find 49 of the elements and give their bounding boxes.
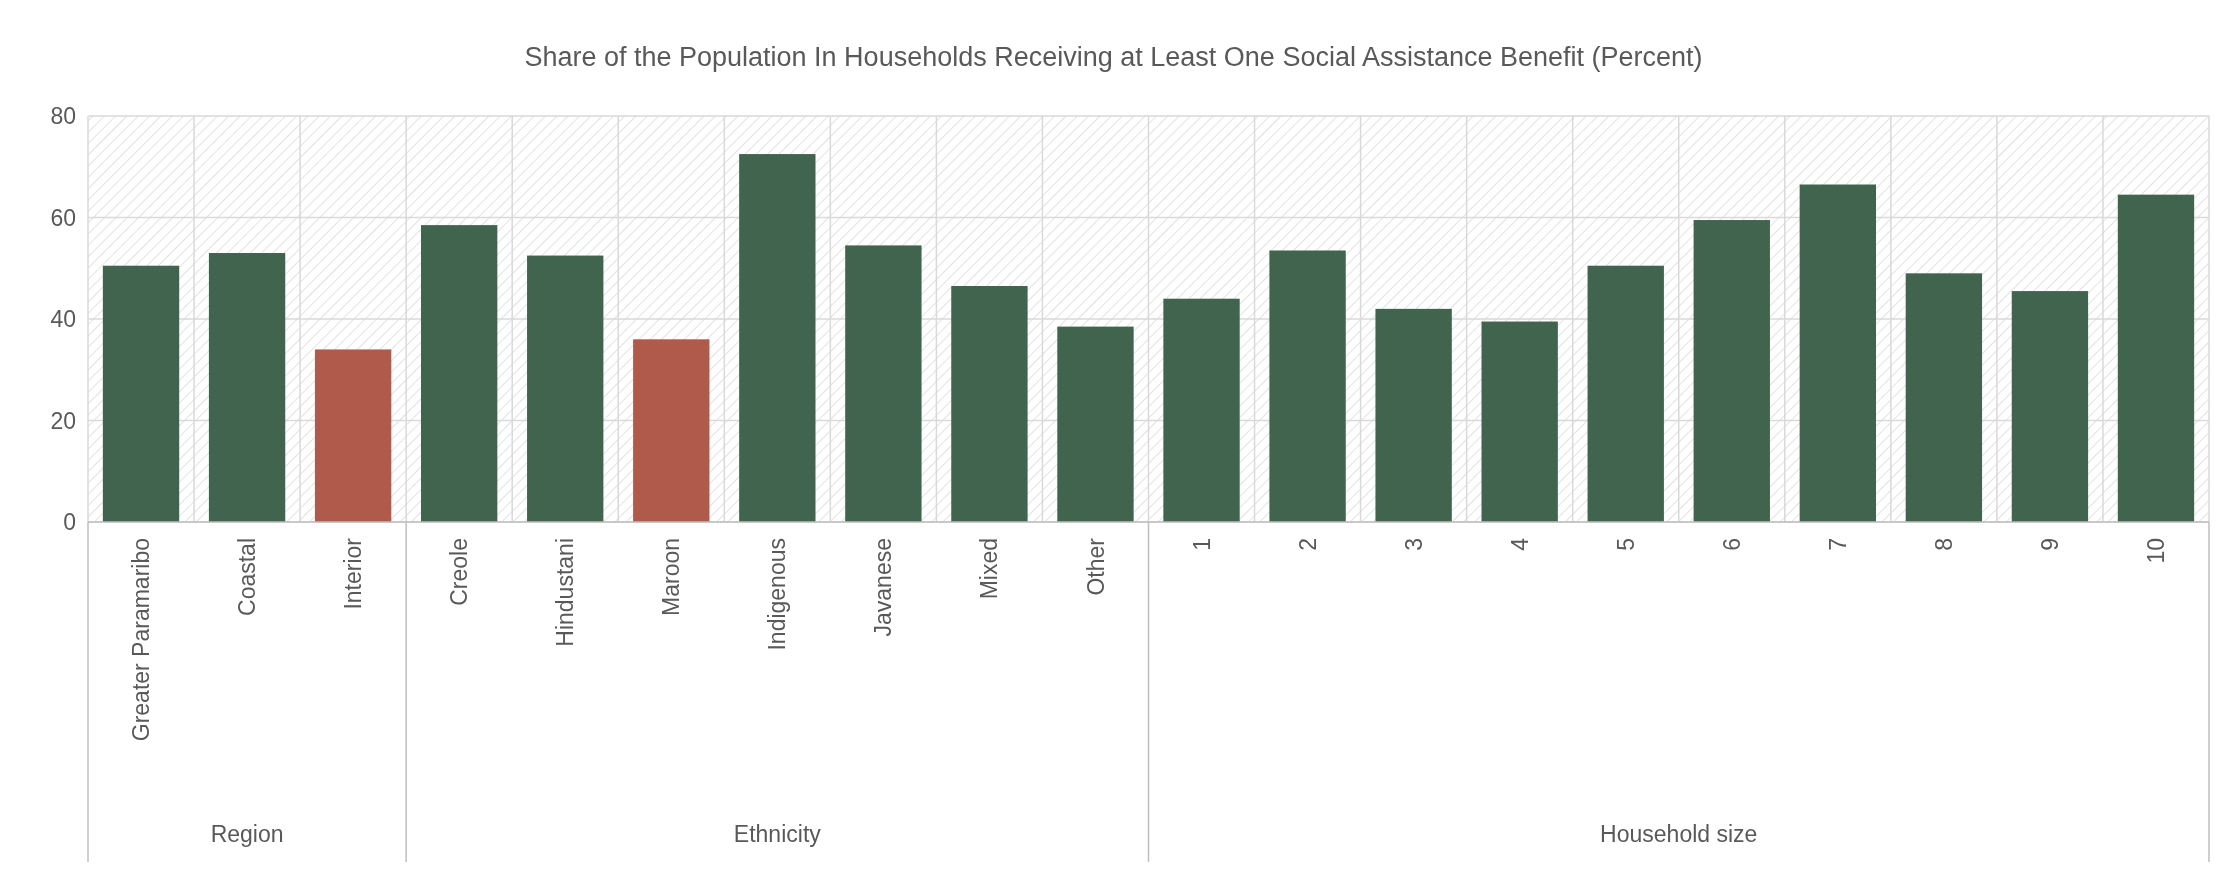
bar	[1375, 308, 1452, 522]
x-tick-label: 10	[2143, 538, 2170, 564]
x-tick-label: Mixed	[976, 538, 1003, 600]
bar	[208, 253, 286, 522]
text: Region	[210, 821, 284, 847]
bar	[527, 255, 604, 522]
x-tick-label: Other	[1082, 537, 1109, 596]
x-tick-label: 2	[1294, 538, 1321, 551]
bar	[1587, 265, 1664, 522]
bar	[1905, 273, 1983, 522]
bar	[1163, 298, 1240, 522]
bar	[739, 154, 816, 522]
x-tick-label: Javanese	[870, 538, 897, 637]
x-tick-label: 5	[1612, 538, 1639, 551]
x-tick-label: Maroon	[658, 538, 685, 616]
bar	[1693, 220, 1770, 522]
bar	[2117, 194, 2195, 522]
bar	[1057, 326, 1134, 522]
bar	[1269, 250, 1346, 522]
x-tick-label: Creole	[446, 538, 473, 606]
x-tick-label: 6	[1718, 538, 1745, 551]
y-tick-label: 0	[63, 509, 76, 536]
x-tick-label: 8	[1930, 538, 1957, 551]
bar	[102, 265, 180, 522]
bar	[633, 339, 710, 522]
x-tick-label: 4	[1506, 537, 1533, 551]
x-tick-label: Interior	[340, 537, 367, 610]
x-tick-label: 7	[1824, 538, 1851, 551]
x-tick-label: 9	[2036, 538, 2063, 551]
text: Ethnicity	[733, 821, 822, 847]
y-tick-label: 60	[50, 204, 76, 231]
bar	[314, 349, 392, 522]
x-tick-label: Indigenous	[764, 538, 791, 651]
chart-title: Share of the Population In Households Receiving at Least One Social Assistance Benefit (Percent)	[524, 42, 1703, 72]
text: Household size	[1600, 821, 1758, 847]
bar	[421, 225, 498, 522]
x-tick-label: Hindustani	[552, 538, 579, 647]
bar	[1799, 184, 1877, 522]
y-tick-label: 20	[50, 407, 76, 434]
x-tick-label: Greater Paramaribo	[128, 538, 155, 742]
bar	[1481, 321, 1558, 522]
x-tick-label: 1	[1188, 538, 1215, 551]
bar	[2011, 291, 2089, 522]
y-tick-label: 40	[50, 306, 76, 333]
x-tick-label: 3	[1400, 538, 1427, 551]
y-tick-label: 80	[50, 103, 76, 130]
bar	[951, 286, 1028, 522]
bar	[845, 245, 922, 522]
x-tick-label: Coastal	[234, 538, 261, 616]
